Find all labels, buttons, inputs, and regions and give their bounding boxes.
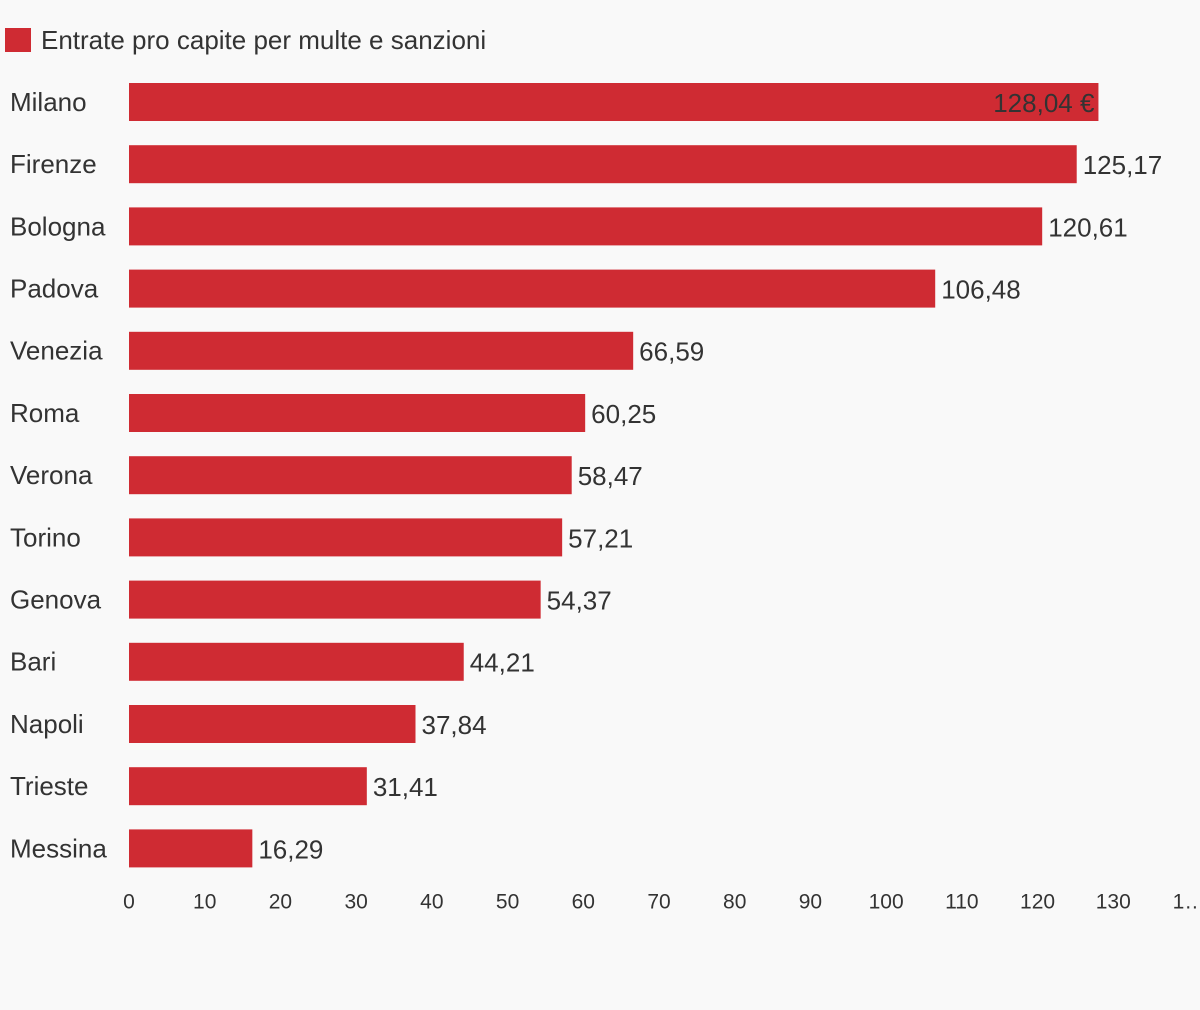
category-label: Roma [10, 398, 80, 428]
value-label: 58,47 [578, 461, 643, 491]
x-tick-label: 60 [572, 891, 595, 914]
value-label: 106,48 [941, 274, 1021, 304]
value-label: 16,29 [258, 834, 323, 864]
x-tick-label: 100 [869, 891, 904, 914]
bar [129, 767, 367, 806]
x-tick-label: 0 [123, 891, 135, 914]
category-label: Padova [10, 273, 99, 303]
x-tick-label: 120 [1020, 891, 1055, 914]
category-label: Bologna [10, 211, 106, 241]
bar [129, 829, 253, 868]
bar [129, 145, 1077, 184]
category-label: Napoli [10, 709, 84, 739]
category-label: Firenze [10, 149, 97, 179]
value-label: 44,21 [470, 648, 535, 678]
category-label: Venezia [10, 336, 103, 366]
value-label: 31,41 [373, 772, 438, 802]
category-label: Verona [10, 460, 93, 490]
x-tick-label: 30 [344, 891, 367, 914]
value-label: 37,84 [422, 710, 487, 740]
value-label: 60,25 [591, 399, 656, 429]
bar [129, 642, 464, 681]
bar [129, 207, 1043, 246]
x-tick-label: 130 [1096, 891, 1131, 914]
category-label: Messina [10, 833, 107, 863]
bar [129, 269, 936, 308]
x-tick-label: 90 [799, 891, 822, 914]
category-label: Bari [10, 647, 56, 677]
legend-swatch [5, 28, 31, 52]
bar [129, 394, 586, 432]
bar [129, 518, 563, 557]
x-tick-label: 1… [1173, 891, 1200, 914]
legend-label: Entrate pro capite per multe e sanzioni [41, 25, 486, 55]
value-label: 57,21 [568, 523, 633, 553]
value-label: 54,37 [547, 585, 612, 615]
category-label: Genova [10, 584, 102, 614]
x-tick-label: 40 [420, 891, 443, 914]
category-label: Trieste [10, 771, 89, 801]
x-tick-label: 10 [193, 891, 216, 914]
x-tick-label: 50 [496, 891, 519, 914]
value-label: 66,59 [639, 337, 704, 367]
bar [129, 83, 1099, 121]
x-tick-label: 70 [647, 891, 670, 914]
value-label: 128,04 € [993, 88, 1095, 118]
category-label: Torino [10, 522, 81, 552]
category-label: Milano [10, 87, 87, 117]
value-label: 120,61 [1048, 212, 1128, 242]
x-tick-label: 20 [269, 891, 292, 914]
x-tick-label: 80 [723, 891, 746, 914]
bar [129, 456, 572, 495]
bar [129, 331, 634, 370]
x-tick-label: 110 [945, 891, 978, 914]
bar [129, 705, 416, 743]
value-label: 125,17 [1083, 150, 1163, 180]
bar [129, 580, 541, 619]
